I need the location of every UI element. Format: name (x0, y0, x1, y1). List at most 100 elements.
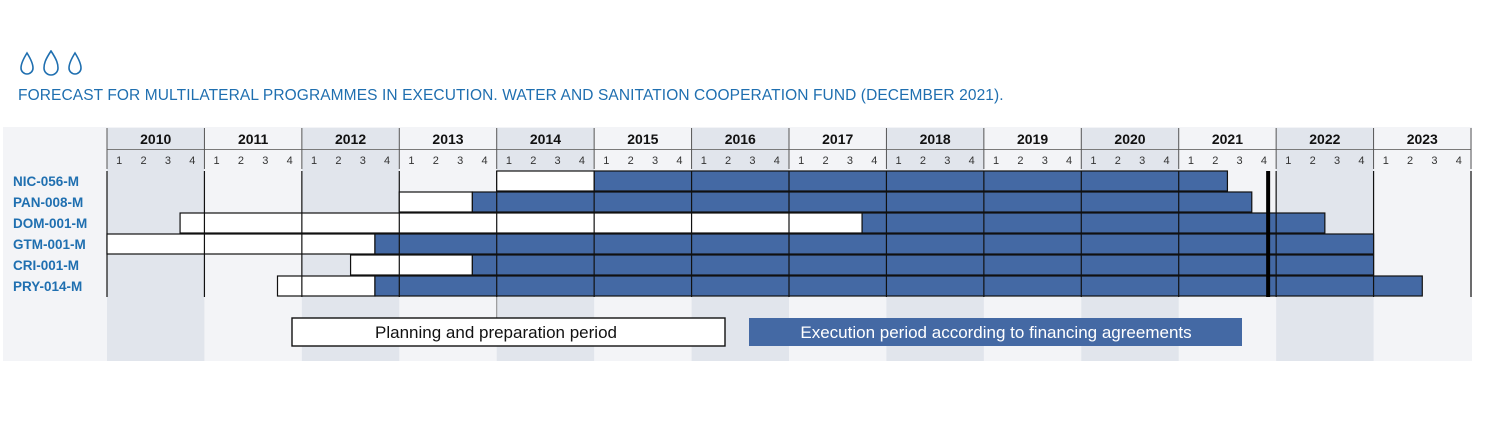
quarter-label: 2 (1115, 155, 1121, 167)
planning-bar (398, 191, 473, 213)
year-label: 2010 (140, 131, 171, 147)
quarter-label: 3 (1139, 155, 1145, 167)
quarter-label: 3 (457, 155, 463, 167)
quarter-label: 3 (1042, 155, 1048, 167)
quarter-label: 4 (287, 155, 293, 167)
legend-execution-label: Execution period according to financing … (800, 323, 1191, 342)
quarter-label: 3 (944, 155, 950, 167)
quarter-label: 4 (1261, 155, 1267, 167)
water-drop-icon (68, 51, 82, 75)
year-label: 2013 (432, 131, 463, 147)
execution-bar (374, 233, 1375, 255)
quarter-label: 4 (1163, 155, 1169, 167)
planning-bar (106, 233, 376, 255)
year-label: 2016 (725, 131, 756, 147)
year-label: 2017 (822, 131, 853, 147)
quarter-label: 4 (189, 155, 195, 167)
legend: Planning and preparation period Executio… (291, 317, 1242, 347)
quarter-label: 2 (1212, 155, 1218, 167)
quarter-label: 4 (871, 155, 877, 167)
quarter-label: 1 (701, 155, 707, 167)
row-label: DOM-001-M (13, 216, 87, 231)
quarter-label: 1 (506, 155, 512, 167)
execution-bar (374, 275, 1423, 297)
quarter-label: 3 (1237, 155, 1243, 167)
quarter-label: 1 (603, 155, 609, 167)
year-label: 2011 (238, 131, 269, 147)
year-label: 2012 (335, 131, 366, 147)
chart-title: FORECAST FOR MULTILATERAL PROGRAMMES IN … (18, 87, 1004, 104)
quarter-label: 1 (1383, 155, 1389, 167)
quarter-label: 2 (433, 155, 439, 167)
quarter-label: 3 (652, 155, 658, 167)
year-label: 2015 (627, 131, 658, 147)
year-label: 2014 (530, 131, 561, 147)
quarter-label: 4 (1456, 155, 1462, 167)
quarter-label: 2 (140, 155, 146, 167)
quarter-label: 3 (262, 155, 268, 167)
row-label: NIC-056-M (13, 174, 79, 189)
execution-bar (861, 212, 1326, 234)
quarter-label: 4 (774, 155, 780, 167)
quarter-label: 2 (920, 155, 926, 167)
water-drop-icon (20, 51, 34, 75)
water-drop-icon (43, 50, 59, 76)
quarter-label: 1 (311, 155, 317, 167)
quarter-label: 1 (214, 155, 220, 167)
water-drops-icon (20, 50, 82, 76)
quarter-label: 2 (1310, 155, 1316, 167)
row-label: CRI-001-M (13, 258, 79, 273)
quarter-label: 4 (1066, 155, 1072, 167)
legend-planning-swatch (291, 317, 726, 347)
planning-bar (179, 212, 863, 234)
row-labels: NIC-056-M PAN-008-M DOM-001-M GTM-001-M CRI-… (13, 174, 87, 294)
planning-bar (349, 254, 473, 276)
quarter-label: 4 (579, 155, 585, 167)
quarter-label: 3 (749, 155, 755, 167)
quarter-label: 3 (165, 155, 171, 167)
row-label: PRY-014-M (13, 279, 82, 294)
quarter-label: 3 (360, 155, 366, 167)
bars (106, 170, 1423, 297)
execution-bar (471, 191, 1253, 213)
quarter-label: 4 (676, 155, 682, 167)
quarter-label: 4 (969, 155, 975, 167)
quarter-label: 3 (1431, 155, 1437, 167)
quarter-label: 2 (530, 155, 536, 167)
quarter-label: 1 (896, 155, 902, 167)
planning-bar (276, 275, 376, 297)
quarter-label: 2 (1017, 155, 1023, 167)
planning-bar (496, 170, 595, 192)
legend-planning-label: Planning and preparation period (375, 323, 617, 342)
year-label: 2021 (1212, 131, 1243, 147)
execution-bar (593, 170, 1229, 192)
quarter-label: 2 (335, 155, 341, 167)
quarter-label: 2 (822, 155, 828, 167)
quarter-label: 1 (1188, 155, 1194, 167)
quarter-label: 4 (481, 155, 487, 167)
row-label: GTM-001-M (13, 237, 86, 252)
year-label: 2020 (1114, 131, 1145, 147)
quarter-label: 2 (725, 155, 731, 167)
current-date-marker (1266, 171, 1271, 297)
quarter-label: 1 (1090, 155, 1096, 167)
quarter-label: 1 (798, 155, 804, 167)
quarter-label: 4 (1358, 155, 1364, 167)
execution-bar (471, 254, 1375, 276)
quarter-label: 2 (628, 155, 634, 167)
year-label: 2023 (1407, 131, 1438, 147)
quarter-label: 3 (555, 155, 561, 167)
quarter-label: 4 (384, 155, 390, 167)
quarter-label: 1 (408, 155, 414, 167)
quarter-label: 3 (847, 155, 853, 167)
legend-execution-swatch (749, 318, 1242, 346)
year-label: 2018 (920, 131, 951, 147)
quarter-label: 3 (1334, 155, 1340, 167)
quarter-label: 1 (1285, 155, 1291, 167)
quarter-label: 1 (993, 155, 999, 167)
quarter-label: 2 (238, 155, 244, 167)
quarter-label: 2 (1407, 155, 1413, 167)
year-label: 2019 (1017, 131, 1048, 147)
year-label: 2022 (1309, 131, 1340, 147)
